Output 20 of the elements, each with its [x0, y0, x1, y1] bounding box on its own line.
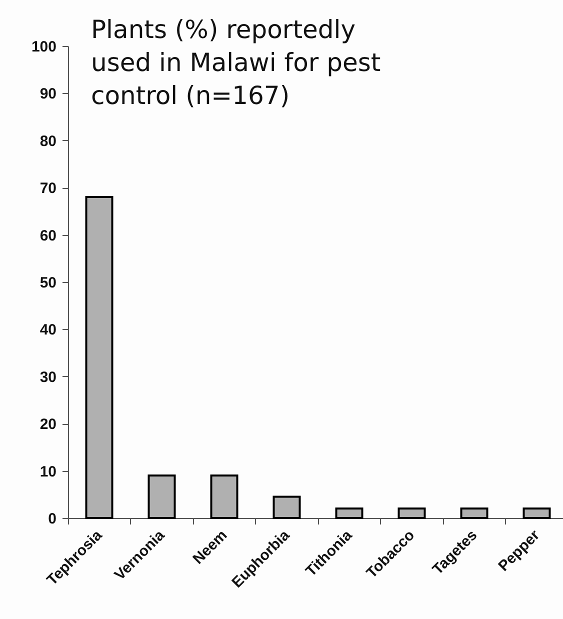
bar: [398, 508, 426, 519]
y-tick-label: 0: [48, 510, 56, 528]
y-tick-label: 10: [40, 463, 56, 480]
y-tick-label: 80: [40, 132, 56, 150]
bar: [148, 474, 176, 519]
y-tick-label: 70: [40, 180, 56, 198]
y-tick-label: 20: [40, 416, 56, 434]
bar: [272, 496, 301, 519]
y-tick-label: 30: [40, 368, 56, 386]
y-tick-label: 50: [40, 274, 56, 292]
bar: [335, 508, 364, 519]
y-tick-label: 60: [40, 227, 56, 244]
y-tick-label: 100: [31, 38, 56, 56]
bar: [460, 508, 488, 519]
chart-title: Plants (%) reportedly used in Malawi for pest control (n=167): [90, 15, 381, 110]
bar: [210, 474, 238, 519]
y-tick-label: 90: [40, 86, 56, 103]
bar: [522, 508, 551, 519]
bar: [85, 196, 114, 519]
y-tick-label: 40: [40, 322, 56, 339]
